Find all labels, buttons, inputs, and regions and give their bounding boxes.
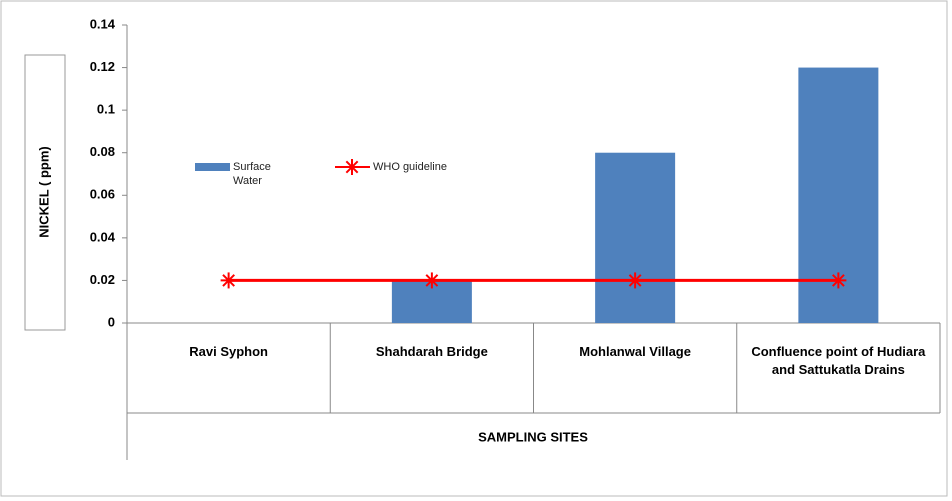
y-tick-label: 0.12 (90, 59, 115, 74)
legend-label: WHO guideline (373, 161, 447, 173)
legend-label: Surface Water (233, 161, 271, 187)
marker-stroke (425, 274, 439, 287)
legend-marker (344, 159, 360, 175)
x-tick-label: Mohlanwal Village (579, 344, 691, 359)
x-tick-label: Ravi Syphon (189, 344, 268, 359)
y-tick-label: 0.1 (97, 102, 115, 117)
y-tick-label: 0.02 (90, 272, 115, 287)
marker (830, 272, 847, 289)
bar (595, 152, 676, 323)
y-axis-label: NICKEL ( ppm) (36, 146, 51, 237)
marker-stroke (628, 274, 642, 287)
y-tick-label: 0.04 (90, 229, 116, 244)
y-tick-label: 0.06 (90, 187, 115, 202)
x-tick-label: Shahdarah Bridge (375, 344, 488, 359)
x-tick-label: Confluence point of Hudiara and Sattukat… (751, 344, 926, 377)
marker (627, 272, 644, 289)
y-tick-label: 0.08 (90, 144, 115, 159)
y-tick-label: 0.14 (90, 16, 116, 31)
x-axis-label: SAMPLING SITES (478, 429, 588, 444)
marker (423, 272, 440, 289)
y-tick-label: 0 (108, 314, 115, 329)
legend-swatch (195, 163, 230, 171)
marker-stroke (832, 274, 845, 287)
marker (220, 272, 237, 289)
y-label-box (24, 54, 66, 331)
marker-stroke (345, 160, 359, 174)
marker-stroke (222, 274, 235, 287)
